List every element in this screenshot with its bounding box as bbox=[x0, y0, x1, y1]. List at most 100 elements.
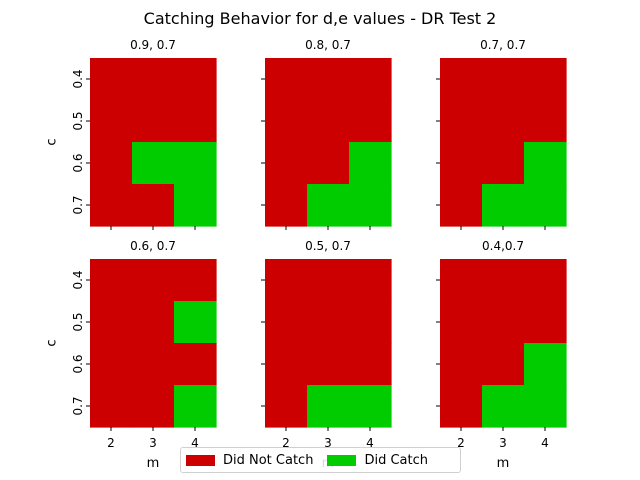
heatmap-panels: 0.9, 0.7 0.4 0.5 0.6 0.7 c 0.8, 0.7 0.7, 0.7 0.6… bbox=[45, 38, 567, 471]
heatmap-cell bbox=[174, 58, 217, 101]
heatmap-cell bbox=[482, 100, 525, 143]
x-tick-label: 3 bbox=[324, 436, 332, 450]
legend-label-caught: Did Catch bbox=[364, 452, 428, 468]
heatmap-cell bbox=[307, 142, 350, 185]
y-tick-label: 0.7 bbox=[71, 396, 85, 415]
heatmap-cell bbox=[174, 385, 217, 428]
y-tick-label: 0.6 bbox=[71, 153, 85, 172]
heatmap-cell bbox=[440, 259, 483, 302]
x-tick-label: 2 bbox=[107, 436, 115, 450]
heatmap-cell bbox=[132, 385, 175, 428]
heatmap-cell bbox=[349, 301, 392, 344]
heatmap-cell bbox=[524, 100, 567, 143]
heatmap-cell bbox=[174, 343, 217, 386]
heatmap-cell bbox=[174, 100, 217, 143]
y-axis-label: c bbox=[45, 138, 60, 145]
heatmap-cell bbox=[440, 385, 483, 428]
heatmap-cell bbox=[440, 58, 483, 101]
heatmap-cell bbox=[90, 343, 133, 386]
heatmap-cell bbox=[90, 385, 133, 428]
heatmap-cell bbox=[90, 301, 133, 344]
heatmap-cell bbox=[349, 184, 392, 227]
y-tick-label: 0.4 bbox=[71, 69, 85, 88]
heatmap-cell bbox=[174, 142, 217, 185]
legend-swatch-caught bbox=[327, 454, 357, 466]
heatmap-cell bbox=[482, 142, 525, 185]
y-tick-label: 0.6 bbox=[71, 354, 85, 373]
heatmap-cell bbox=[265, 343, 308, 386]
heatmap-cell bbox=[482, 58, 525, 101]
heatmap-panel: 0.4,0.7 2 3 4 m bbox=[436, 239, 567, 471]
heatmap-cell bbox=[90, 142, 133, 185]
heatmap-cell bbox=[265, 385, 308, 428]
x-tick-label: 2 bbox=[282, 436, 290, 450]
heatmap-cell bbox=[482, 343, 525, 386]
x-tick-label: 4 bbox=[366, 436, 374, 450]
panel-title: 0.6, 0.7 bbox=[130, 239, 176, 253]
legend-label-not-caught: Did Not Catch bbox=[223, 452, 314, 468]
heatmap-cell bbox=[349, 58, 392, 101]
heatmap-cell bbox=[524, 385, 567, 428]
panel-title: 0.4,0.7 bbox=[482, 239, 524, 253]
x-tick-label: 4 bbox=[191, 436, 199, 450]
heatmap-cell bbox=[174, 301, 217, 344]
heatmap-panel: 0.9, 0.7 0.4 0.5 0.6 0.7 c bbox=[45, 38, 217, 230]
heatmap-cell bbox=[440, 100, 483, 143]
heatmap-cell bbox=[349, 259, 392, 302]
x-tick-label: 4 bbox=[541, 436, 549, 450]
y-axis-label: c bbox=[45, 339, 60, 346]
y-tick-label: 0.5 bbox=[71, 111, 85, 130]
y-tick-label: 0.5 bbox=[71, 312, 85, 331]
heatmap-cell bbox=[349, 343, 392, 386]
heatmap-cell bbox=[90, 100, 133, 143]
heatmap-cell bbox=[482, 385, 525, 428]
heatmap-cell bbox=[132, 100, 175, 143]
heatmap-cell bbox=[482, 259, 525, 302]
heatmap-cell bbox=[524, 142, 567, 185]
heatmap-cell bbox=[265, 301, 308, 344]
heatmap-panel: 0.6, 0.7 0.4 0.5 0.6 0.7 2 3 4 c m bbox=[45, 239, 217, 471]
heatmap-cell bbox=[265, 184, 308, 227]
x-axis-label: m bbox=[497, 456, 510, 471]
x-tick-label: 3 bbox=[149, 436, 157, 450]
heatmap-cell bbox=[440, 142, 483, 185]
heatmap-cell bbox=[440, 184, 483, 227]
x-tick-label: 2 bbox=[457, 436, 465, 450]
heatmap-cell bbox=[132, 184, 175, 227]
heatmap-cell bbox=[307, 58, 350, 101]
heatmap-cell bbox=[307, 259, 350, 302]
heatmap-cell bbox=[174, 259, 217, 302]
heatmap-cell bbox=[524, 301, 567, 344]
heatmap-cell bbox=[307, 385, 350, 428]
heatmap-cell bbox=[349, 385, 392, 428]
x-axis-label: m bbox=[147, 456, 160, 471]
heatmap-cell bbox=[132, 301, 175, 344]
heatmap-panel: 0.8, 0.7 bbox=[261, 38, 392, 230]
figure-title: Catching Behavior for d,e values - DR Te… bbox=[144, 9, 497, 28]
heatmap-cell bbox=[482, 301, 525, 344]
heatmap-cell bbox=[265, 259, 308, 302]
heatmap-cell bbox=[307, 184, 350, 227]
heatmap-cell bbox=[524, 343, 567, 386]
heatmap-cell bbox=[307, 100, 350, 143]
legend-item-not-caught: Did Not Catch bbox=[186, 453, 313, 468]
heatmap-cell bbox=[132, 142, 175, 185]
heatmap-cell bbox=[90, 259, 133, 302]
panel-title: 0.8, 0.7 bbox=[305, 38, 351, 52]
legend-swatch-not-caught bbox=[186, 454, 215, 466]
heatmap-cell bbox=[349, 100, 392, 143]
y-tick-label: 0.7 bbox=[71, 195, 85, 214]
panel-title: 0.9, 0.7 bbox=[130, 38, 176, 52]
panel-title: 0.7, 0.7 bbox=[480, 38, 526, 52]
heatmap-cell bbox=[440, 301, 483, 344]
heatmap-cell bbox=[174, 184, 217, 227]
panel-title: 0.5, 0.7 bbox=[305, 239, 351, 253]
heatmap-cell bbox=[524, 259, 567, 302]
heatmap-cell bbox=[482, 184, 525, 227]
heatmap-cell bbox=[307, 301, 350, 344]
heatmap-panel: 0.7, 0.7 bbox=[436, 38, 567, 230]
heatmap-cell bbox=[307, 343, 350, 386]
heatmap-cell bbox=[265, 58, 308, 101]
heatmap-cell bbox=[524, 184, 567, 227]
